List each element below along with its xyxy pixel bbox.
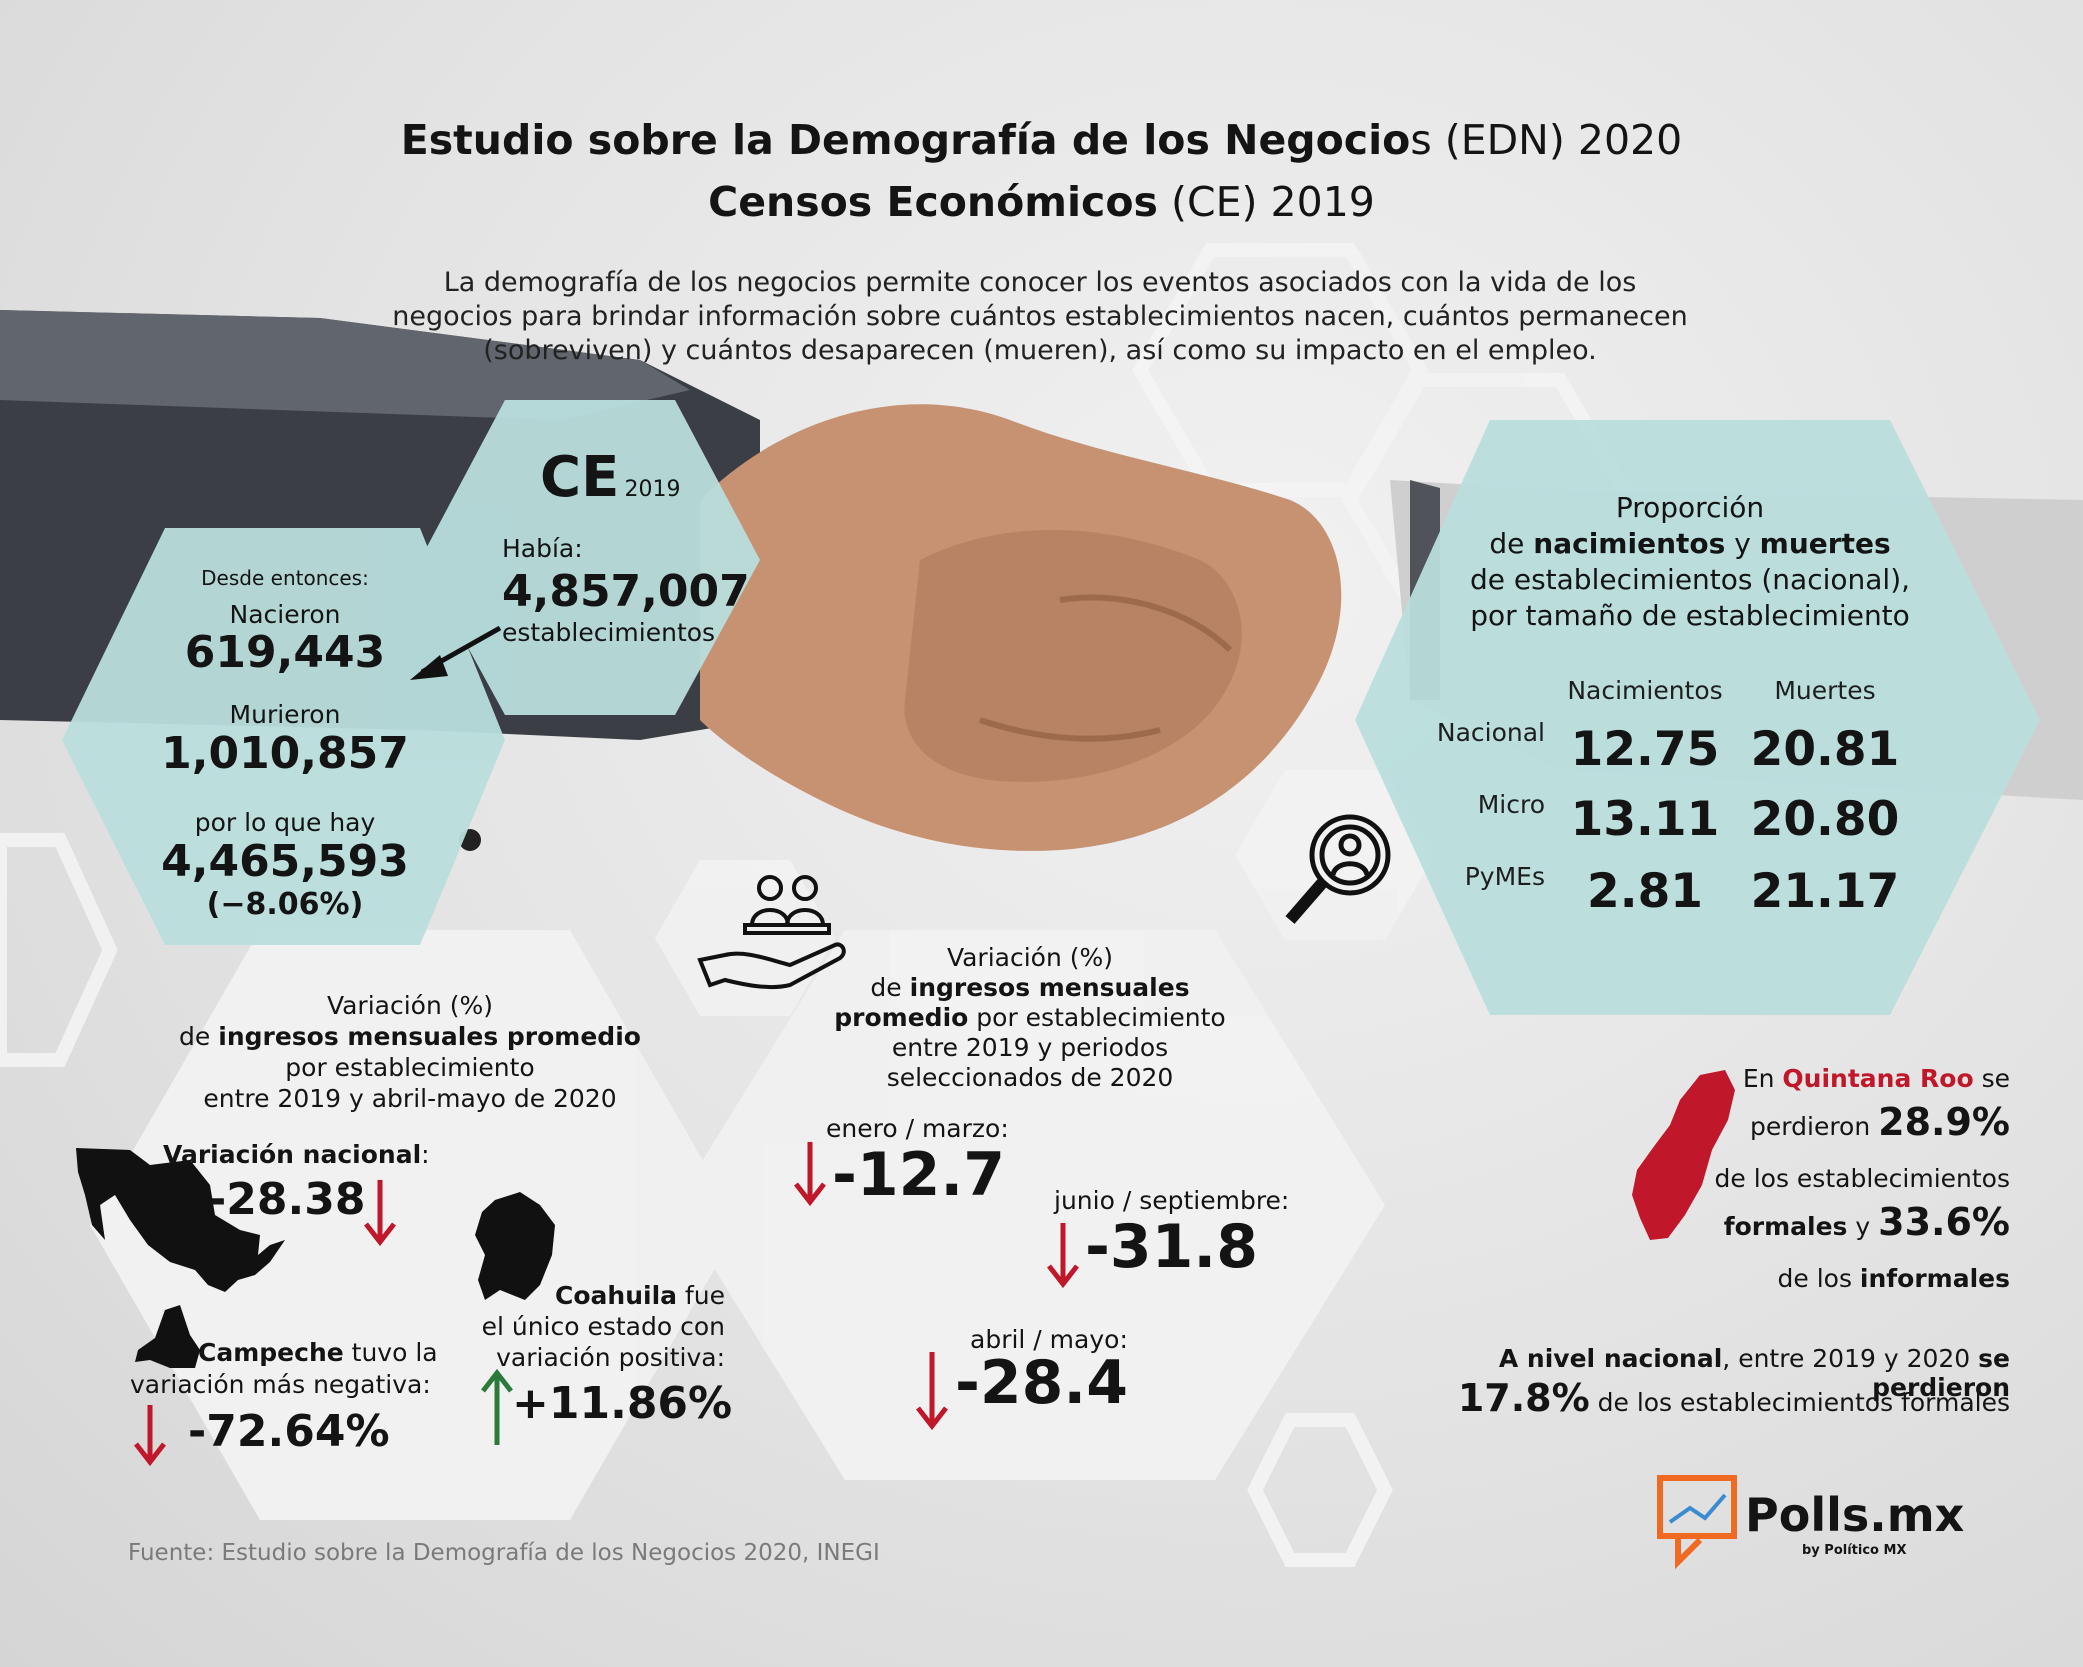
deaths-value: 20.80 [1750,792,1900,847]
born-value: 619,443 [184,627,386,678]
nacional-label: Variación nacional: [163,1140,430,1169]
ce-total: 4,857,007 [502,566,750,617]
qroo-line-4: formales y 33.6% [1723,1200,2010,1244]
row-label: Micro [1477,790,1545,819]
up-arrow-icon [481,1368,513,1445]
title-line1-bold: Estudio sobre la Demografía de los Negoc… [400,116,1411,164]
intro-line: La demografía de los negocios permite co… [443,267,1637,298]
intro-line: (sobreviven) y cuántos desaparecen (muer… [483,335,1597,366]
people-hand-icon [697,875,846,990]
campeche-map-icon [135,1305,200,1368]
ce-label: CE [540,445,620,510]
search-person-icon [1285,814,1391,924]
proportion-line: por tamaño de establecimiento [1470,599,1910,632]
remaining-value: 4,465,593 [161,836,409,887]
ce-hex [420,400,760,715]
proportion-title: Proporción de nacimientos y muertes de e… [1430,490,1950,634]
born-label: Nacieron [229,600,341,629]
qroo-line-3: de los establecimientos [1714,1164,2010,1193]
period-1-label: enero / marzo: [826,1114,1009,1143]
ce-year: 2019 [624,477,681,502]
intro-paragraph: La demografía de los negocios permite co… [330,266,1750,368]
col-births-header: Nacimientos [1567,676,1723,705]
remaining-block: por lo que hay 4,465,593 (−8.06%) [140,808,430,922]
quintana-roo-map-icon [1632,1070,1735,1240]
brand-name: Polls.mx [1745,1488,1965,1542]
since-block: Desde entonces: Nacieron 619,443 [160,566,410,677]
brand-sub: by Político MX [1802,1543,1907,1558]
arrow-down-left-icon [410,625,502,680]
births-value: 2.81 [1587,864,1703,919]
left-hex [90,930,740,1520]
nacional-value: -28.38 [208,1174,366,1225]
deaths-value: 20.81 [1750,722,1900,777]
people-icon-hex [655,860,835,1016]
intro-line: negocios para brindar información sobre … [392,301,1688,332]
died-value: 1,010,857 [161,728,409,779]
died-label: Murieron [229,700,341,729]
left-variation-title: Variación (%) de ingresos mensuales prom… [179,991,641,1113]
col-deaths-header: Muertes [1774,676,1876,705]
proportion-line: de establecimientos (nacional), [1469,563,1911,596]
deaths-value: 21.17 [1750,864,1900,919]
proportion-line: de nacimientos y muertes [1489,527,1891,560]
qroo-line-5: de los informales [1777,1264,2011,1293]
coahuila-map-icon [475,1192,555,1300]
national-line-1: A nivel nacional, entre 2019 y 2020 se p… [1498,1344,2010,1402]
period-3-label: abril / mayo: [970,1325,1128,1354]
title-line2-bold: Censos Económicos [708,178,1158,226]
mid-variation-title: Variación (%) de ingresos mensuales prom… [834,943,1226,1092]
campeche-text-1: Campeche tuvo la [198,1338,438,1367]
mexico-map-icon [76,1148,285,1292]
page-subtitle: Censos Económicos (CE) 2019 [0,170,2083,234]
title-line2-normal: (CE) 2019 [1157,178,1375,226]
coahuila-value: +11.86% [512,1378,733,1429]
since-hex [62,528,505,945]
period-2-label: junio / septiembre: [1054,1186,1290,1215]
campeche-value: -72.64% [188,1406,390,1457]
period-2-value: -31.8 [1085,1212,1258,1282]
title-line1-normal: s (EDN) 2020 [1410,116,1683,164]
search-icon-hex [1235,770,1435,940]
died-block: Murieron 1,010,857 [140,700,430,779]
births-value: 12.75 [1570,722,1720,777]
qroo-line-1: En Quintana Roo se [1742,1064,2010,1093]
period-1-value: -12.7 [832,1140,1005,1210]
ce-header: CE 2019 [540,445,740,510]
ce-habia: Había: [502,534,583,563]
middle-hex [675,930,1385,1480]
page-title: Estudio sobre la Demografía de los Negoc… [0,108,2083,172]
period-3-value: -28.4 [955,1348,1128,1418]
national-line-2: 17.8% de los establecimientos formales [1457,1376,2010,1420]
remaining-pct: (−8.06%) [206,887,364,922]
remaining-label: por lo que hay [194,808,376,837]
births-value: 13.11 [1570,792,1720,847]
down-arrow-icon [134,1142,1079,1467]
qroo-line-2: perdieron 28.9% [1750,1100,2010,1144]
proportion-hex [1355,420,2040,1015]
ce-unit: establecimientos [502,618,716,647]
row-label: Nacional [1436,718,1545,747]
row-label: PyMEs [1464,862,1545,891]
since-desde: Desde entonces: [201,566,369,590]
campeche-text-2: variación más negativa: [130,1370,431,1399]
proportion-line: Proporción [1615,491,1765,524]
coahuila-text: Coahuila fue el único estado con variaci… [481,1281,725,1372]
source-note: Fuente: Estudio sobre la Demografía de l… [128,1540,880,1566]
polls-logo-icon [1657,1475,1737,1570]
